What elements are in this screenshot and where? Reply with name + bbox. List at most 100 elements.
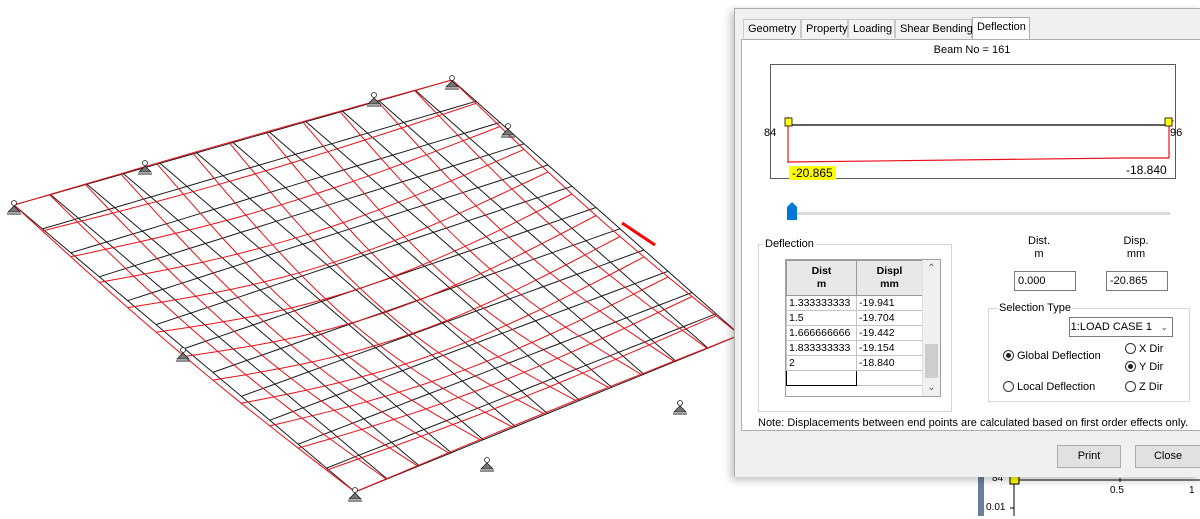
deflected-line <box>339 110 642 375</box>
support-icon <box>367 92 381 107</box>
graph-y-tick-label: 0.01 <box>986 502 1006 513</box>
start-node-marker <box>784 117 793 127</box>
tab-deflection[interactable]: Deflection <box>972 17 1030 39</box>
dist-cell[interactable]: 2 <box>786 355 857 371</box>
empty-edit-cell[interactable] <box>786 370 857 386</box>
deflected-line <box>302 121 609 388</box>
table-row[interactable]: 2 -18.840 <box>786 355 923 371</box>
deflected-line <box>99 148 525 283</box>
mesh-line <box>298 292 693 445</box>
deflected-line <box>228 142 544 414</box>
support-icon <box>176 347 190 362</box>
deflected-line <box>120 173 449 454</box>
support-icon <box>138 160 152 175</box>
deflection-diagram-svg <box>784 117 1174 163</box>
local-deflection-radio[interactable]: Local Deflection <box>1003 380 1095 394</box>
displ-cell[interactable]: -19.154 <box>856 340 923 356</box>
print-button[interactable]: Print <box>1057 445 1121 468</box>
displ-cell[interactable]: -19.704 <box>856 310 923 326</box>
radio-unchecked-icon <box>1003 381 1014 392</box>
deflection-table[interactable]: Dist m Displ mm 1.333333333 -19.941 1.5 -19.… <box>785 259 941 397</box>
deflected-line <box>298 296 693 449</box>
table-row[interactable]: 1.5 -19.704 <box>786 310 923 326</box>
end-deflection-value: -18.840 <box>1126 163 1167 177</box>
deflected-line <box>354 334 741 493</box>
plate-mesh-drawing <box>7 75 741 502</box>
displ-cell[interactable]: -19.941 <box>856 295 923 311</box>
radio-unchecked-icon <box>1125 381 1136 392</box>
selected-beam-161[interactable] <box>621 221 656 247</box>
load-case-select[interactable]: 1:LOAD CASE 1 ⌄ <box>1069 317 1173 337</box>
scroll-down-icon[interactable]: ⌄ <box>927 382 936 393</box>
tab-shear-bending[interactable]: Shear Bending <box>895 19 973 38</box>
selection-type-label: Selection Type <box>997 302 1073 314</box>
deflected-line <box>84 183 418 467</box>
radio-checked-icon <box>1125 361 1136 372</box>
dist-cell[interactable]: 1.333333333 <box>786 295 857 311</box>
deflected-line <box>414 90 708 349</box>
beam-results-dialog: Geometry Property Loading Shear Bending … <box>734 8 1200 477</box>
z-dir-radio[interactable]: Z Dir <box>1125 380 1163 394</box>
global-deflection-radio[interactable]: Global Deflection <box>1003 349 1101 363</box>
mesh-line <box>305 121 613 388</box>
table-row[interactable]: 1.333333333 -19.941 <box>786 295 923 311</box>
dist-cell[interactable]: 1.5 <box>786 310 857 326</box>
start-node-label: 84 <box>764 127 777 139</box>
table-row[interactable]: 1.666666666 -19.442 <box>786 325 923 341</box>
column-header-dist[interactable]: Dist m <box>786 260 857 296</box>
displ-cell[interactable]: -19.442 <box>856 325 923 341</box>
deflection-group: Deflection Dist m Displ mm 1.333333333 -19.… <box>758 238 952 412</box>
radio-unchecked-icon <box>1125 343 1136 354</box>
close-button[interactable]: Close <box>1135 445 1200 468</box>
x-dir-label: X Dir <box>1139 343 1164 355</box>
position-slider-thumb[interactable] <box>786 201 798 221</box>
undeformed-mesh <box>13 79 741 493</box>
displ-cell[interactable]: -18.840 <box>856 355 923 371</box>
graph-node-label: 84 <box>992 473 1004 484</box>
end-node-marker <box>1164 117 1173 127</box>
mesh-line <box>354 334 741 493</box>
deflected-line <box>42 102 477 232</box>
deflected-line <box>376 100 675 362</box>
deflection-tab-panel: Beam No = 161 84 96 -20.865 -18.840 Defl… <box>741 39 1200 431</box>
position-slider-track[interactable] <box>788 212 1170 215</box>
tab-loading[interactable]: Loading <box>848 19 895 38</box>
mesh-line <box>326 313 717 469</box>
support-icon <box>7 200 21 215</box>
mesh-line <box>269 270 669 421</box>
beam-number-title: Beam No = 161 <box>933 44 1011 56</box>
dist-readout-field[interactable]: 0.000 <box>1014 271 1076 291</box>
tab-geometry[interactable]: Geometry <box>743 19 801 38</box>
load-case-value: 1:LOAD CASE 1 <box>1070 321 1152 333</box>
deflection-diagram: 84 96 -20.865 -18.840 <box>764 64 1182 180</box>
disp-readout-field[interactable]: -20.865 <box>1106 271 1168 291</box>
deflection-group-label: Deflection <box>763 238 816 250</box>
global-deflection-label: Global Deflection <box>1017 350 1101 362</box>
table-scrollbar[interactable]: ⌃ ⌄ <box>922 260 940 396</box>
mesh-line <box>451 79 741 336</box>
dist-cell[interactable]: 1.833333333 <box>786 340 857 356</box>
y-dir-label: Y Dir <box>1139 361 1164 373</box>
chevron-down-icon: ⌄ <box>1160 322 1168 332</box>
dist-readout-header: Dist. m <box>1028 235 1050 260</box>
supports <box>7 75 687 502</box>
y-dir-radio[interactable]: Y Dir <box>1125 360 1163 374</box>
table-row-empty[interactable] <box>786 370 923 386</box>
mesh-line <box>378 100 677 362</box>
displacement-note: Note: Displacements between end points a… <box>758 417 1189 429</box>
tab-property[interactable]: Property <box>801 19 848 38</box>
support-icon <box>445 75 459 90</box>
local-deflection-label: Local Deflection <box>1017 381 1096 393</box>
column-header-displ[interactable]: Displ mm <box>856 260 923 296</box>
support-icon <box>673 400 687 415</box>
support-icon <box>480 457 494 472</box>
graph-tick-label: 1 <box>1189 485 1195 496</box>
table-row[interactable]: 1.833333333 -19.154 <box>786 340 923 356</box>
radio-checked-icon <box>1003 350 1014 361</box>
dist-cell[interactable]: 1.666666666 <box>786 325 857 341</box>
x-dir-radio[interactable]: X Dir <box>1125 342 1163 356</box>
empty-cell[interactable] <box>856 370 923 386</box>
model-viewport[interactable] <box>0 0 741 516</box>
scroll-up-icon[interactable]: ⌃ <box>927 263 936 274</box>
scrollbar-thumb[interactable] <box>925 344 938 378</box>
